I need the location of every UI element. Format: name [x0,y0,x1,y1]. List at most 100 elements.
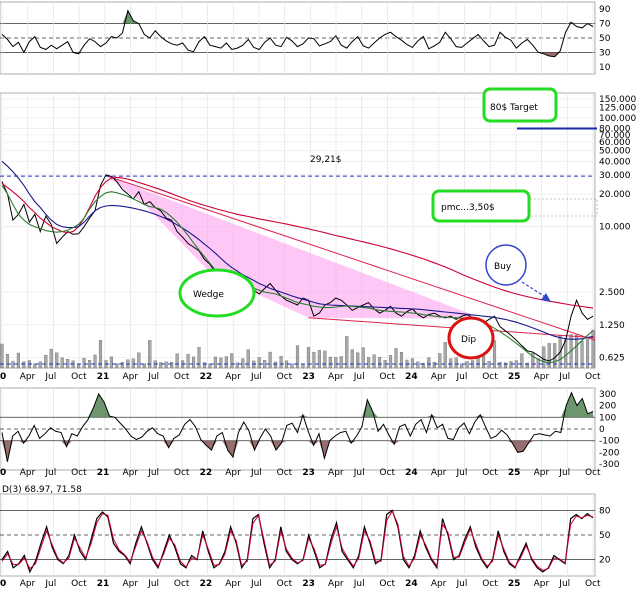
volume-bar [93,354,97,369]
volume-bar [274,361,278,369]
x-tick-label: Apr [20,468,36,478]
stochastic-legend: D(3) 68.97, 71.58 [2,485,82,495]
volume-bar [115,363,119,369]
volume-bar [186,354,190,369]
volume-bar [514,360,518,369]
stochastic-d-line [1,510,594,571]
volume-bar [88,360,92,369]
cci-panel-frame [0,387,596,471]
price-tick-label: 60.000 [599,138,631,148]
pmc-annotation: pmc...3,50$ [441,203,495,213]
volume-bar [575,334,579,369]
volume-bar [120,362,124,369]
volume-bar [531,353,535,369]
volume-bar [449,358,453,369]
wedge-area [106,175,473,319]
x-tick-label: 0 [0,579,6,589]
price-line [1,174,594,362]
volume-bar [388,355,393,369]
price-tick-label: 80.000 [599,125,631,135]
x-tick-label: Oct [174,372,190,382]
volume-bar [290,363,294,369]
price-tick-label: 70.000 [599,131,631,141]
volume-bar [131,358,135,369]
x-tick-label: Jul [44,579,56,589]
x-tick-label: Jul [250,579,262,589]
stoch-tick-label: 80 [599,506,611,516]
x-tick-label: 23 [302,468,315,478]
x-tick-label: Jul [353,372,365,382]
x-tick-label: Jul [456,468,468,478]
volume-bar [16,352,20,369]
volume-bar [487,361,491,369]
volume-bar [170,362,174,369]
volume-bar [421,363,425,369]
target-annotation: 80$ Target [490,103,538,113]
x-tick-label: 24 [405,372,418,382]
moving-average-200-line [1,176,594,309]
volume-bar [585,339,590,369]
x-tick-label: Apr [225,579,241,589]
volume-bar [202,362,207,369]
volume-bar [443,342,447,369]
dip-circle [447,316,495,360]
x-tick-label: Oct [174,468,190,478]
volume-bar [432,362,436,369]
resistance-annotation: 29,21$ [310,155,342,165]
rsi-tick-label: 70 [599,20,611,30]
x-tick-label: Oct [277,579,293,589]
x-tick-label: Apr [20,579,36,589]
volume-bar [334,357,338,369]
pmc-box [431,189,531,223]
volume-bar [38,361,42,369]
cci-tick-label: -200 [599,448,620,458]
x-tick-label: Jul [456,579,468,589]
x-tick-label: Jul [44,468,56,478]
stoch-tick-label: 50 [599,531,611,541]
volume-bar [60,357,64,369]
volume-bar [367,357,371,369]
x-tick-label: Apr [328,468,344,478]
price-tick-label: 30.000 [599,171,631,181]
x-tick-label: Apr [534,372,550,382]
price-tick-label: 50.000 [599,147,631,157]
volume-bar [520,353,524,369]
x-tick-label: Apr [225,468,241,478]
x-tick-label: Oct [71,579,87,589]
x-tick-label: Apr [122,468,138,478]
volume-bar [213,356,217,369]
x-tick-label: 23 [302,372,315,382]
x-tick-label: Jul [558,579,570,589]
volume-bar [263,360,267,369]
stochastic-panel-frame [0,493,596,577]
price-tick-label: 100.000 [599,114,636,124]
volume-bar [230,353,234,369]
x-tick-label: Oct [482,372,498,382]
volume-bar [224,356,228,369]
pmc-dotted-box [529,198,598,217]
x-tick-label: 25 [508,372,521,382]
x-tick-label: Oct [379,579,395,589]
x-tick-label: Apr [534,579,550,589]
x-tick-label: Oct [482,468,498,478]
x-tick-label: Jul [250,372,262,382]
x-tick-label: 24 [405,468,418,478]
volume-bar [55,352,59,369]
volume-bar [328,356,332,369]
volume-bar [241,358,245,369]
x-tick-label: Oct [585,468,601,478]
x-tick-label: Oct [174,579,190,589]
stoch-tick-label: 20 [599,556,611,566]
x-tick-label: Oct [379,372,395,382]
volume-bar [246,349,250,369]
volume-bar [498,362,502,369]
volume-bar [427,357,431,369]
volume-bar [208,363,212,369]
volume-bar [142,363,146,369]
volume-bar [356,352,360,369]
volume-bar [98,340,103,369]
x-tick-label: Oct [585,579,601,589]
moving-average-50-line [1,185,594,364]
